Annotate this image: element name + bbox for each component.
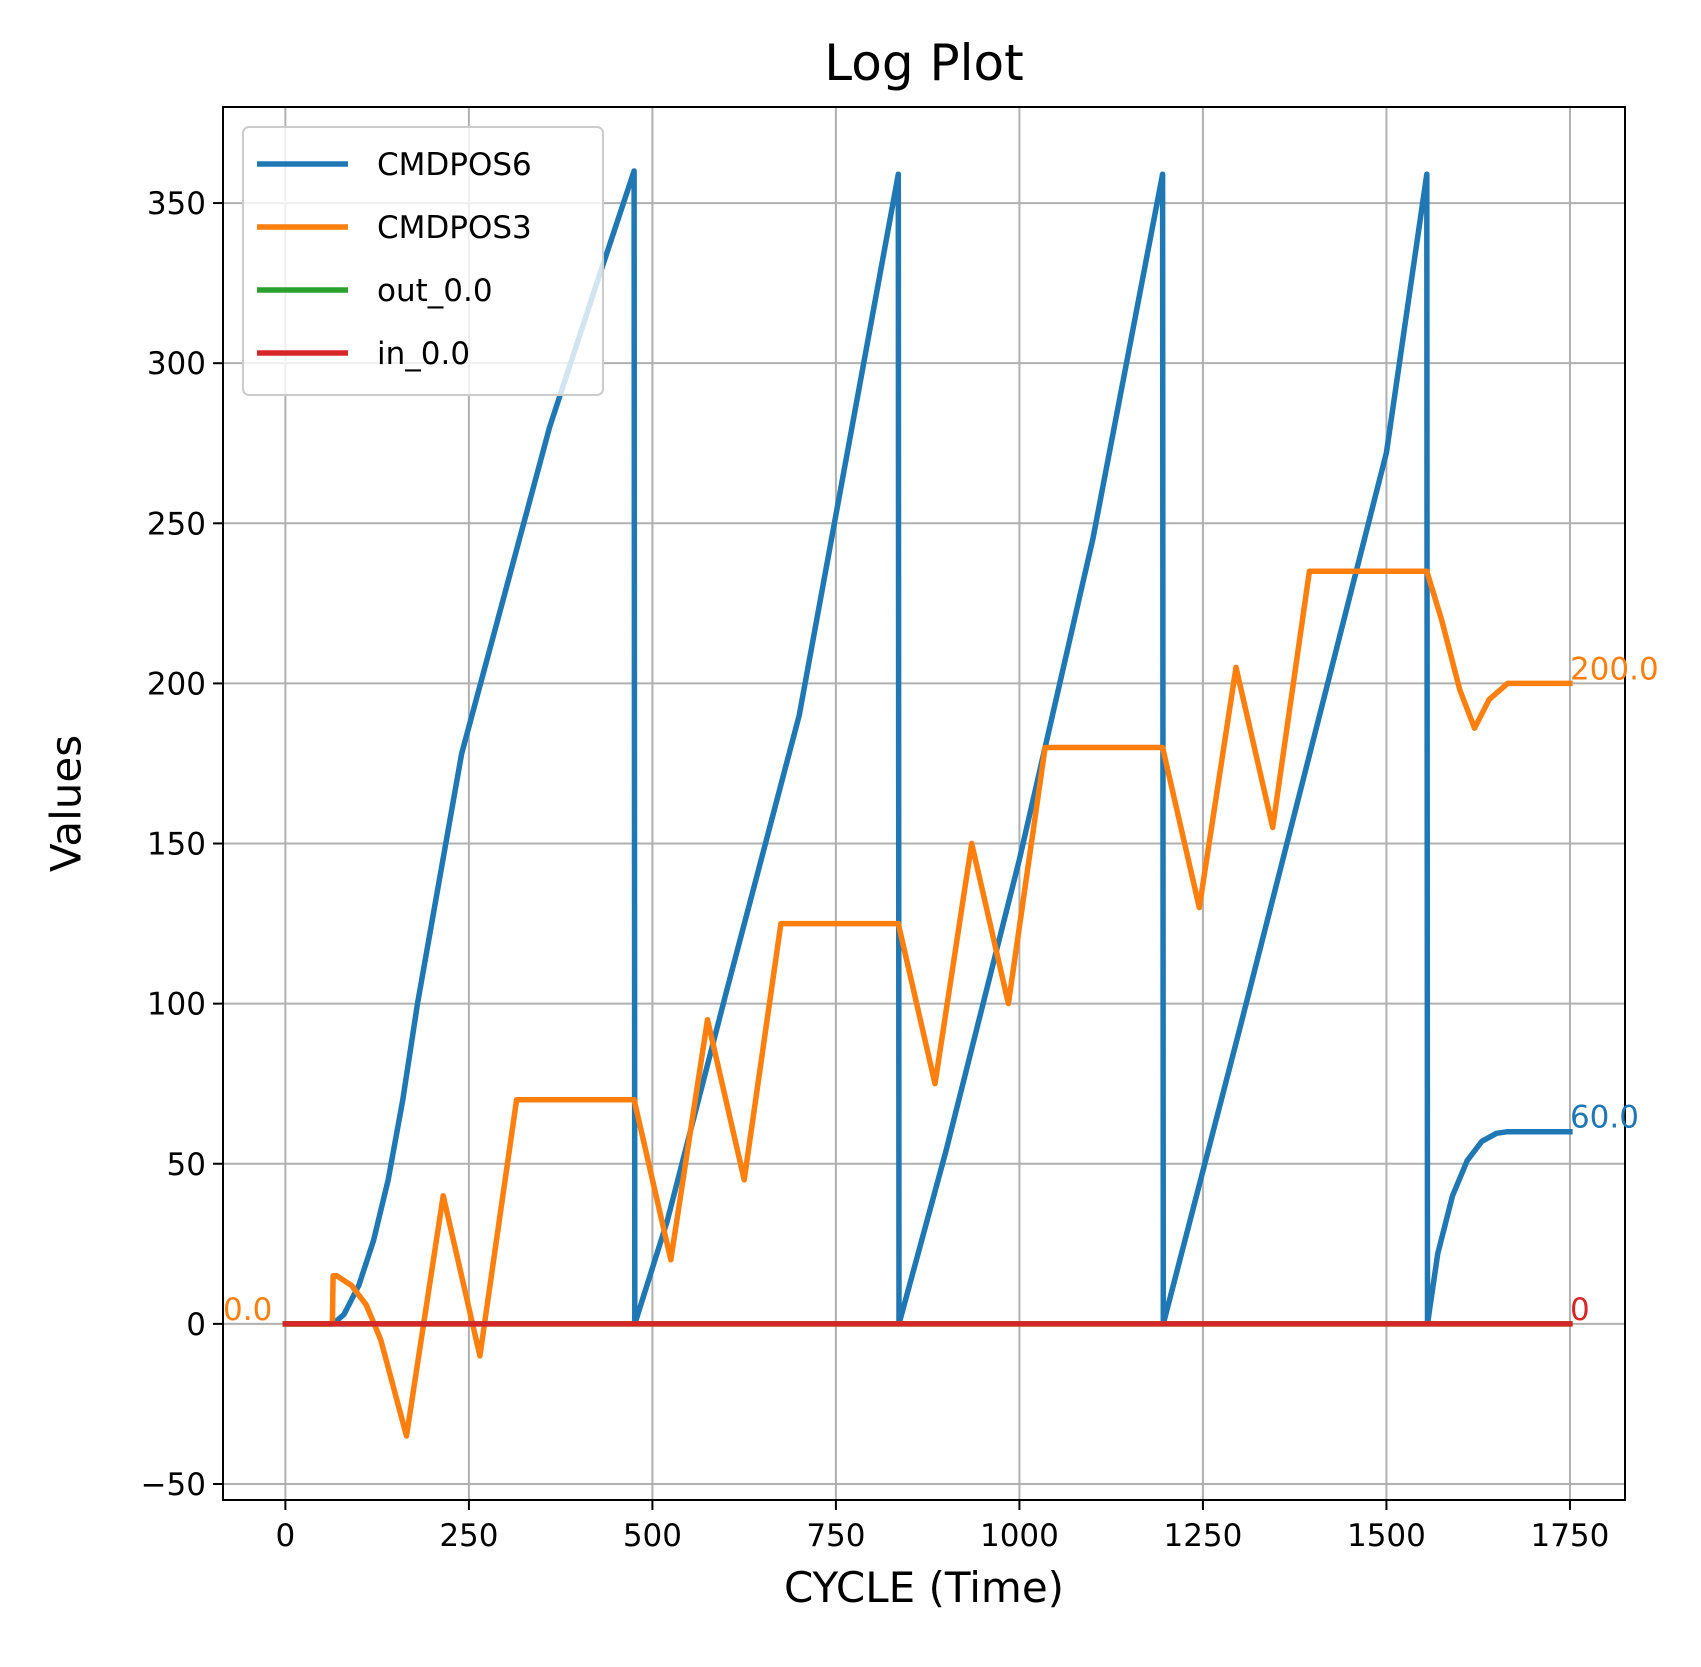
value-annotation: 0 (1570, 1292, 1590, 1328)
x-tick-label: 1750 (1530, 1518, 1609, 1554)
series-line-cmdpos6 (282, 168, 1573, 1327)
x-tick-label: 250 (439, 1518, 498, 1554)
x-tick-label: 1000 (980, 1518, 1059, 1554)
y-tick-label: −50 (141, 1467, 206, 1503)
series-lines (282, 168, 1573, 1439)
value-annotation: 0.0 (223, 1292, 272, 1328)
x-axis-title: CYCLE (Time) (784, 1563, 1064, 1612)
y-axis-title: Values (42, 735, 91, 872)
legend: CMDPOS6 CMDPOS3 out_0.0 in_0.0 (242, 126, 604, 396)
y-tick-label: 50 (167, 1147, 206, 1183)
axis-ticks: 0 250 500 750 1000 1250 1500 1750 −50 0 50 100 150 20… (141, 186, 1610, 1554)
y-tick-label: 0 (186, 1307, 206, 1343)
y-tick-label: 150 (147, 827, 206, 863)
value-annotation: 60.0 (1570, 1100, 1639, 1136)
y-tick-label: 350 (147, 186, 206, 222)
x-tick-label: 1500 (1347, 1518, 1426, 1554)
value-annotation: 200.0 (1570, 651, 1659, 687)
legend-box (242, 126, 604, 396)
legend-label: CMDPOS3 (377, 210, 532, 246)
y-tick-label: 200 (147, 666, 206, 702)
y-tick-label: 100 (147, 987, 206, 1023)
y-tick-label: 300 (147, 346, 206, 382)
x-tick-label: 750 (806, 1518, 865, 1554)
series-line-cmdpos3 (282, 568, 1573, 1439)
x-tick-label: 500 (623, 1518, 682, 1554)
plot-frame (222, 106, 1626, 1501)
annotations: 0.0 200.0 60.0 0 (223, 651, 1659, 1327)
legend-label: out_0.0 (377, 273, 493, 309)
x-tick-label: 0 (276, 1518, 296, 1554)
chart-title: Log Plot (824, 34, 1023, 92)
y-tick-label: 250 (147, 506, 206, 542)
legend-label: CMDPOS6 (377, 147, 532, 183)
x-tick-label: 1250 (1163, 1518, 1242, 1554)
legend-label: in_0.0 (377, 336, 470, 372)
